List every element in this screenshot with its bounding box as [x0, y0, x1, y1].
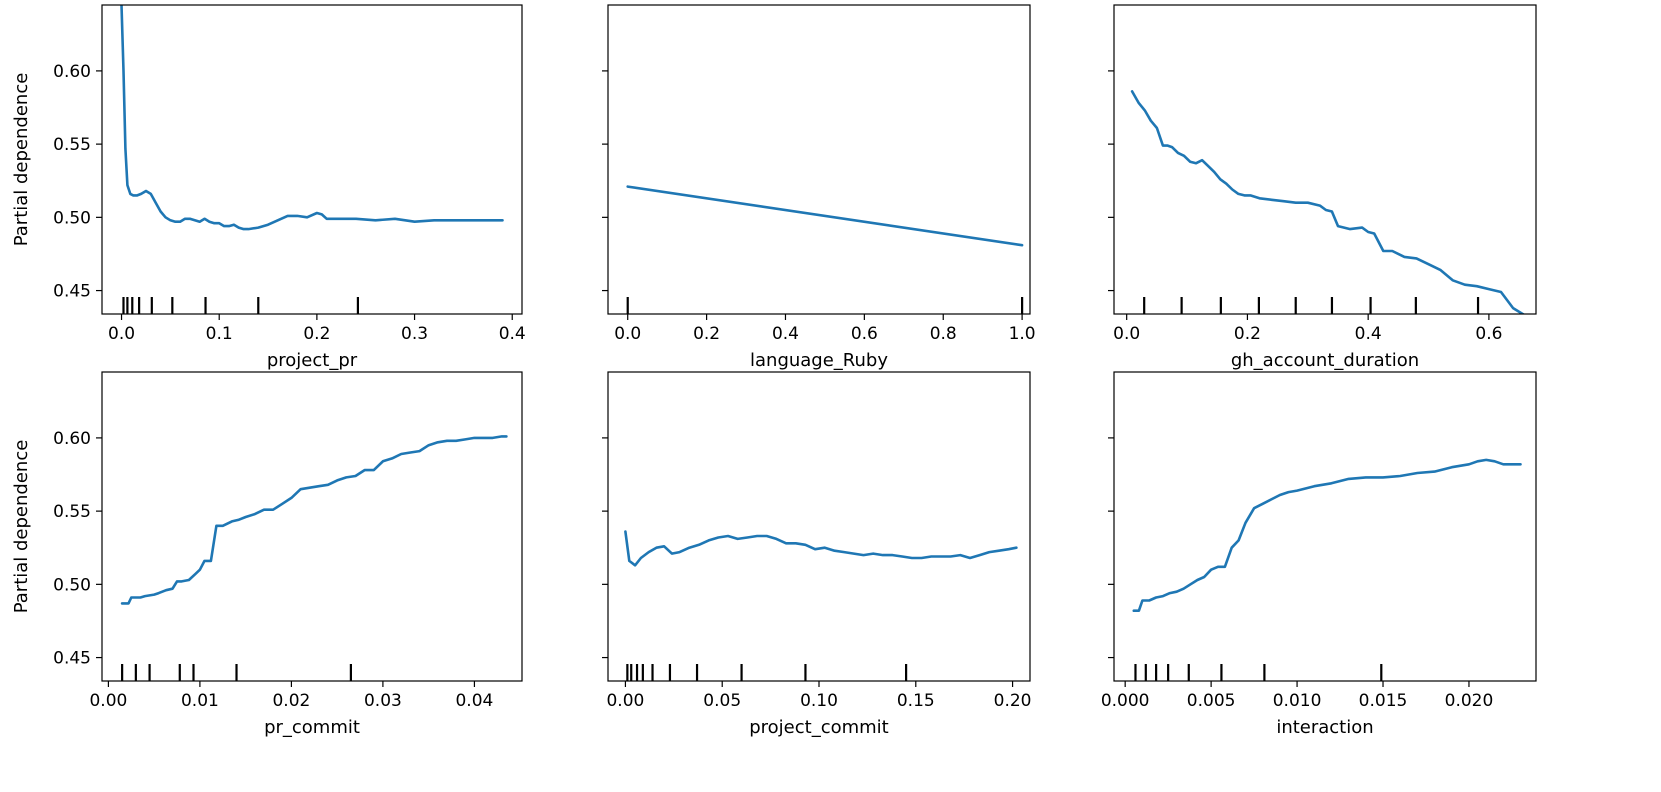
x-tick-label: 0.01: [181, 691, 219, 711]
x-tick-label: 0.05: [703, 691, 741, 711]
x-tick-label: 0.00: [606, 691, 644, 711]
x-tick-label: 0.8: [930, 324, 957, 344]
x-axis-label: project_commit: [749, 717, 889, 738]
x-tick-label: 0.0: [1113, 324, 1140, 344]
y-tick-label: 0.50: [53, 575, 91, 595]
x-tick-label: 0.0: [108, 324, 135, 344]
x-axis-label: language_Ruby: [750, 350, 888, 371]
x-tick-label: 0.2: [303, 324, 330, 344]
y-tick-label: 0.60: [53, 62, 91, 82]
x-tick-label: 0.20: [994, 691, 1032, 711]
x-tick-label: 0.4: [772, 324, 799, 344]
x-tick-label: 0.2: [693, 324, 720, 344]
y-tick-label: 0.60: [53, 429, 91, 449]
pdp-series-line: [624, 530, 1018, 567]
x-axis-label: pr_commit: [264, 717, 360, 738]
x-tick-label: 0.15: [897, 691, 935, 711]
x-axis-label: gh_account_duration: [1231, 350, 1419, 371]
pdp-series-line: [626, 185, 1024, 247]
y-tick-label: 0.45: [53, 649, 91, 669]
x-axis-label: project_pr: [267, 350, 358, 371]
x-tick-label: 1.0: [1009, 324, 1036, 344]
plot-frame: [607, 371, 1031, 682]
pdp-series-line: [1130, 90, 1526, 314]
x-tick-label: 0.03: [364, 691, 402, 711]
plot-frame: [1113, 371, 1537, 682]
plot-frame: [1113, 4, 1537, 315]
x-tick-label: 0.0: [614, 324, 641, 344]
y-tick-label: 0.45: [53, 282, 91, 302]
pdp-series-line: [1132, 458, 1522, 613]
pdp-panel-3: 0.00 0.01 0.02 0.03 0.04 0.45 0.50 0.55 0.60 pr_c…: [11, 371, 523, 738]
x-tick-label: 0.2: [1234, 324, 1261, 344]
x-tick-label: 0.010: [1273, 691, 1322, 711]
y-axis-label: Partial dependence: [11, 73, 32, 247]
plot-frame: [101, 4, 523, 315]
x-tick-label: 0.000: [1101, 691, 1150, 711]
x-axis-label: interaction: [1276, 717, 1373, 738]
x-tick-label: 0.04: [455, 691, 493, 711]
x-tick-label: 0.4: [1355, 324, 1382, 344]
y-tick-label: 0.55: [53, 502, 91, 522]
x-tick-label: 0.6: [851, 324, 878, 344]
x-tick-label: 0.020: [1445, 691, 1494, 711]
pdp-series-line: [120, 435, 508, 605]
pdp-panel-4: 0.00 0.05 0.10 0.15 0.20 project_commit: [602, 371, 1032, 738]
y-tick-label: 0.55: [53, 135, 91, 155]
pdp-series-line: [120, 5, 504, 231]
x-tick-label: 0.00: [89, 691, 127, 711]
x-tick-label: 0.10: [800, 691, 838, 711]
x-tick-label: 0.02: [272, 691, 310, 711]
plot-frame: [101, 371, 523, 682]
x-tick-label: 0.015: [1359, 691, 1408, 711]
plot-frame: [607, 4, 1031, 315]
x-tick-label: 0.6: [1475, 324, 1502, 344]
pdp-panel-0: 0.0 0.1 0.2 0.3 0.4 0.45 0.50 0.55 0.60 project_p…: [11, 4, 526, 371]
pdp-panel-5: 0.000 0.005 0.010 0.015 0.020 interaction: [1101, 371, 1537, 738]
x-tick-label: 0.1: [206, 324, 233, 344]
pdp-panel-2: 0.0 0.2 0.4 0.6 gh_account_duration: [1108, 4, 1537, 371]
x-tick-label: 0.4: [499, 324, 526, 344]
y-axis-label: Partial dependence: [11, 440, 32, 614]
pdp-panel-1: 0.0 0.2 0.4 0.6 0.8 1.0 language_Ruby: [602, 4, 1036, 371]
y-tick-label: 0.50: [53, 208, 91, 228]
x-tick-label: 0.005: [1187, 691, 1236, 711]
x-tick-label: 0.3: [401, 324, 428, 344]
